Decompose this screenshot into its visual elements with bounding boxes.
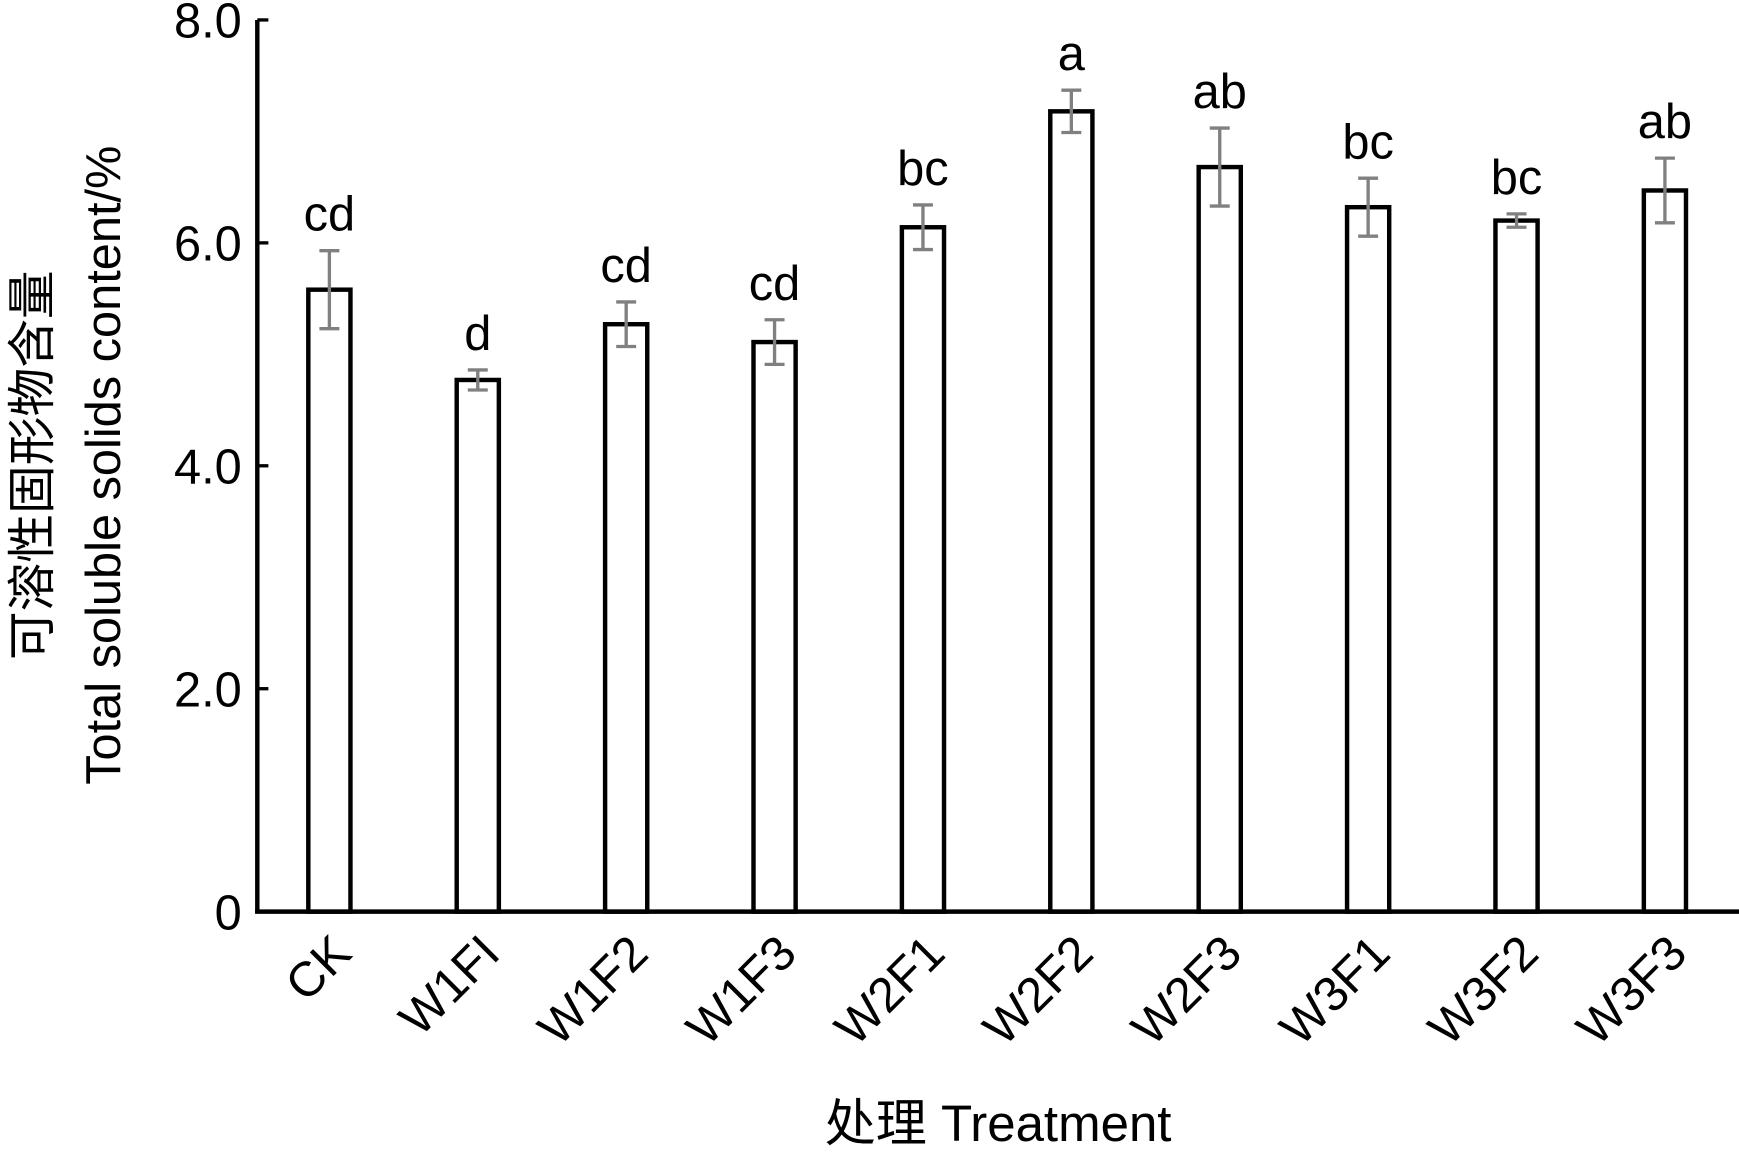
y-axis-label-en: Total soluble solids content/% <box>77 146 131 785</box>
significance-letter: cd <box>304 188 356 242</box>
bars-group: cd d cd cd bc a ab bc bc ab <box>304 27 1692 914</box>
bar-CK <box>306 287 353 914</box>
significance-letter: bc <box>1491 151 1543 205</box>
y-tick-label: 6.0 <box>174 218 242 272</box>
bar-W3F1 <box>1344 204 1392 914</box>
x-tick-label: W2F1 <box>825 926 955 1056</box>
bar-W1F3 <box>751 339 798 914</box>
x-axis-label: 处理 Treatment <box>825 1095 1172 1152</box>
x-tick-label: W3F1 <box>1270 926 1400 1056</box>
x-tick-label: CK <box>275 926 361 1012</box>
bar-W1FI <box>454 377 502 914</box>
bar-W2F2 <box>1048 109 1095 914</box>
significance-letter: a <box>1058 27 1086 81</box>
x-tick-label: W2F2 <box>973 926 1103 1056</box>
y-axis-label-cn: 可溶性固形物含量 <box>6 270 60 660</box>
significance-letter: bc <box>1342 115 1394 169</box>
significance-letter: cd <box>600 239 652 293</box>
significance-letter: d <box>464 307 491 361</box>
y-tick-label: 2.0 <box>174 663 242 717</box>
x-tick-label: W2F3 <box>1122 926 1252 1056</box>
significance-letter: cd <box>749 257 801 311</box>
bar-W2F3 <box>1196 164 1244 914</box>
significance-letter: ab <box>1193 65 1247 119</box>
x-tick-label: W1FI <box>389 926 510 1046</box>
x-tick-label: W3F3 <box>1567 926 1697 1056</box>
bar-W2F1 <box>899 225 947 914</box>
significance-letter: ab <box>1638 95 1692 149</box>
bar-W3F3 <box>1641 188 1689 914</box>
x-tick-label: W3F2 <box>1418 926 1548 1056</box>
x-tick-label: W1F3 <box>677 926 807 1056</box>
bar-W1F2 <box>602 322 650 914</box>
y-tick-label: 8.0 <box>174 0 242 49</box>
significance-letter: bc <box>897 142 949 196</box>
bar-W3F2 <box>1493 218 1540 914</box>
y-tick-label: 4.0 <box>174 441 242 495</box>
y-tick-label: 0 <box>215 886 242 940</box>
x-tick-label: W1F2 <box>528 926 658 1056</box>
